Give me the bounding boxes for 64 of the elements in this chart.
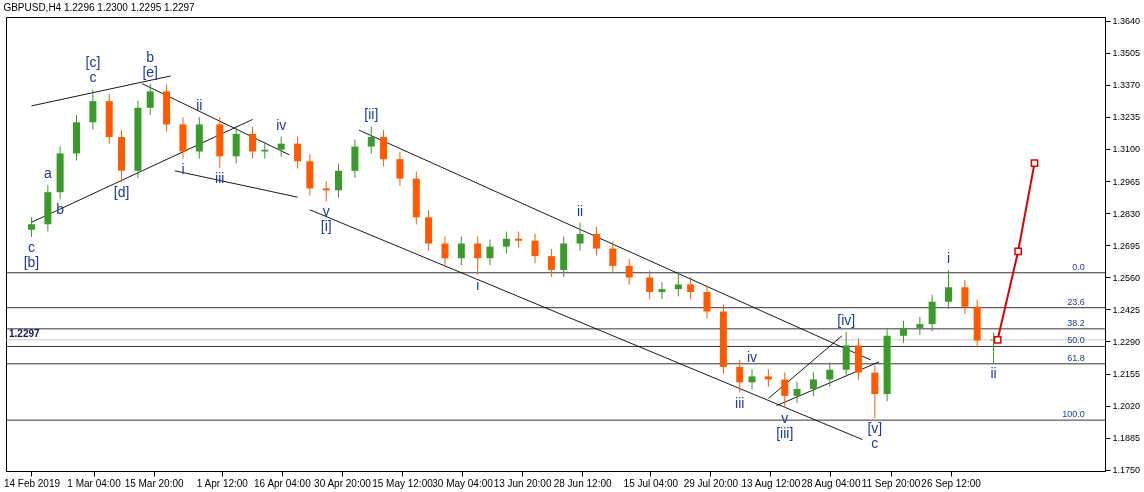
annotation: ii bbox=[576, 202, 584, 219]
y-tick-label: 1.3505 bbox=[1112, 48, 1141, 59]
annotation: c bbox=[27, 238, 35, 255]
annotation: v bbox=[322, 203, 330, 220]
annotation: 50.0 bbox=[1067, 335, 1085, 346]
x-tick-label: 15 Jul 04:00 bbox=[623, 477, 679, 489]
y-tick-label: 1.3640 bbox=[1112, 16, 1141, 27]
y-tick-label: 1.1885 bbox=[1112, 433, 1141, 444]
y-tick-label: 1.2020 bbox=[1112, 401, 1141, 412]
x-tick-label: 15 May 12:00 bbox=[372, 477, 434, 489]
annotation: [iii] bbox=[776, 425, 794, 442]
annotation: [v] bbox=[867, 420, 883, 437]
x-tick-label: 29 Jul 20:00 bbox=[683, 477, 739, 489]
x-tick-label: 16 Apr 04:00 bbox=[254, 477, 312, 489]
x-tick-label: 26 Sep 12:00 bbox=[921, 477, 982, 489]
x-tick-label: 13 Jun 20:00 bbox=[493, 477, 552, 489]
annotation: [b] bbox=[23, 253, 40, 270]
annotation: iv bbox=[276, 116, 287, 133]
annotation: 61.8 bbox=[1067, 352, 1085, 363]
annotation: v bbox=[781, 410, 789, 427]
annotation: [ii] bbox=[364, 106, 379, 123]
annotation: c bbox=[871, 435, 879, 452]
annotation: a bbox=[43, 165, 52, 182]
annotation: i bbox=[946, 250, 951, 267]
ref-line-label: 1.2297 bbox=[9, 327, 41, 339]
annotation: b bbox=[146, 48, 155, 65]
annotation: c bbox=[89, 69, 97, 86]
annotation: [i] bbox=[320, 218, 332, 235]
x-tick-label: 14 Feb 2019 bbox=[3, 477, 61, 489]
x-tick-label: 15 Mar 20:00 bbox=[124, 477, 184, 489]
annotation: 23.6 bbox=[1067, 296, 1085, 307]
annotation: [c] bbox=[85, 54, 101, 71]
y-tick-label: 1.3235 bbox=[1112, 112, 1141, 123]
y-tick-label: 1.2695 bbox=[1112, 240, 1141, 251]
x-tick-label: 1 Mar 04:00 bbox=[67, 477, 122, 489]
y-tick-label: 1.1750 bbox=[1112, 465, 1141, 476]
x-tick-label: 28 Aug 04:00 bbox=[801, 477, 861, 489]
annotation: [e] bbox=[142, 63, 158, 80]
annotation: 0.0 bbox=[1072, 261, 1085, 272]
y-tick-label: 1.2830 bbox=[1112, 208, 1141, 219]
annotation: i bbox=[476, 276, 480, 293]
y-tick-label: 1.2560 bbox=[1112, 272, 1141, 283]
annotation: i bbox=[181, 160, 185, 177]
y-tick-label: 1.3100 bbox=[1112, 144, 1141, 155]
x-tick-label: 1 Apr 12:00 bbox=[196, 477, 249, 489]
annotation: 38.2 bbox=[1067, 317, 1085, 328]
x-tick-label: 30 May 04:00 bbox=[432, 477, 494, 489]
x-tick-label: 28 Jun 12:00 bbox=[553, 477, 612, 489]
y-tick-label: 1.2290 bbox=[1112, 336, 1141, 347]
y-tick-label: 1.2425 bbox=[1112, 304, 1141, 315]
x-tick-label: 13 Aug 12:00 bbox=[741, 477, 801, 489]
annotation: ii bbox=[196, 97, 203, 114]
annotation: ii bbox=[990, 364, 997, 381]
x-tick-label: 11 Sep 20:00 bbox=[861, 477, 921, 489]
y-tick-label: 1.2965 bbox=[1112, 176, 1141, 187]
chart-title: GBPUSD,H4 1.2296 1.2300 1.2295 1.2297 bbox=[3, 1, 196, 13]
annotation: iii bbox=[735, 394, 745, 411]
x-tick-label: 30 Apr 20:00 bbox=[314, 477, 372, 489]
annotation: [iv] bbox=[837, 311, 856, 328]
annotation: [d] bbox=[113, 184, 130, 201]
annotation: 100.0 bbox=[1062, 409, 1085, 420]
y-tick-label: 1.2155 bbox=[1112, 369, 1141, 380]
y-tick-label: 1.3370 bbox=[1112, 80, 1141, 91]
annotation: iv bbox=[746, 349, 758, 366]
